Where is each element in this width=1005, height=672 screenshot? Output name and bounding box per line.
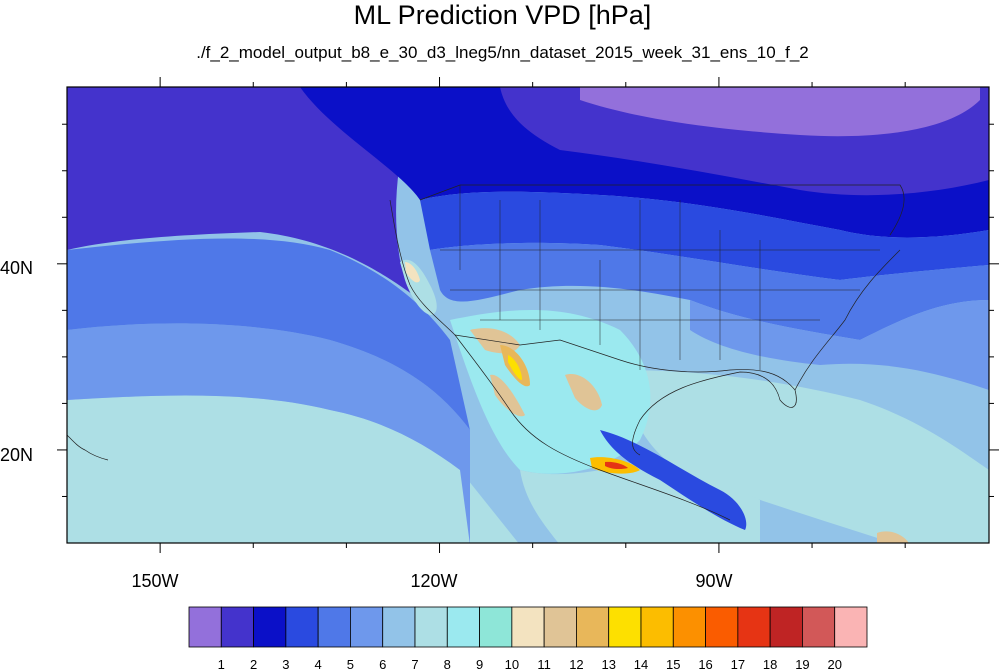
canada-border [419,184,905,236]
colorbar-label: 17 [730,657,746,672]
mexico-border [454,334,621,361]
colorbar-label: 15 [666,657,681,672]
vpd-sonora-peak [508,355,522,380]
colorbar-swatch [382,606,416,648]
vpd-level-8-gulf [620,370,989,543]
plot-title: ML Prediction VPD [hPa] [353,0,652,30]
vpd-california-hot [405,262,420,283]
vpd-level-5-us [430,242,989,340]
colorbar-swatch [285,606,319,648]
colorbar-swatch [253,606,287,648]
colorbar-swatch [640,606,674,648]
colorbar-swatch [737,606,771,648]
plot-subtitle: ./f_2_model_output_b8_e_30_d3_lneg5/nn_d… [196,43,809,62]
colorbar-swatch [414,606,448,648]
colorbar [188,606,868,648]
colorbar-label: 12 [569,657,584,672]
colorbar-label: 18 [762,657,778,672]
colorbar-swatch [608,606,642,648]
vpd-level-6 [67,323,470,543]
colorbar-swatch [350,606,384,648]
vpd-baja-hot-2 [490,374,525,417]
state-borders [440,185,880,370]
colorbar-label: 14 [633,657,649,672]
map-ticks [57,77,999,553]
gulf-coastline [619,359,797,456]
colorbar-label: 10 [504,657,520,672]
colorbar-label: 11 [537,657,551,672]
vpd-level-8-ocean [67,395,519,543]
colorbar-swatch [672,606,706,648]
vpd-chihuahua-hot [565,374,602,411]
colorbar-label: 7 [411,657,419,672]
colorbar-swatch [220,606,254,648]
colorbar-label: 4 [314,657,322,672]
colorbar-swatch [511,606,545,648]
vpd-map [57,77,999,553]
colorbar-label: 16 [698,657,713,672]
colorbar-label: 5 [346,657,355,672]
colorbar-label: 1 [217,657,225,672]
vpd-central-mexico-peak [605,461,628,470]
lon-label-90w: 90W [695,571,733,591]
hawaii-islands [67,434,109,461]
colorbar-swatch [834,606,868,648]
colorbar-swatch [188,606,222,648]
colorbar-swatch [576,606,610,648]
colorbar-label: 6 [379,657,387,672]
vpd-level-1 [580,87,980,137]
colorbar-swatch [769,606,803,648]
lat-label-40n: 40N [0,258,34,278]
colorbar-label: 9 [475,657,484,672]
vpd-level-4 [420,191,989,280]
colorbar-label: 19 [795,657,810,672]
vpd-level-2-pacific [67,87,420,300]
coastlines-and-borders [67,184,905,521]
colorbar-swatch [446,606,480,648]
colorbar-swatch [543,606,577,648]
colorbar-swatch [705,606,739,648]
colorbar-label: 8 [443,657,451,672]
lat-label-20n: 20N [0,445,34,465]
colorbar-label: 3 [282,657,290,672]
colorbar-label: 2 [249,657,258,672]
colorbar-swatch [317,606,351,648]
vpd-southeast-corner-hot [877,531,909,543]
lon-label-120w: 120W [410,571,458,591]
colorbar-swatch [802,606,836,648]
colorbar-label: 13 [601,657,616,672]
vpd-level-5 [67,238,470,430]
vpd-field [67,87,989,543]
colorbar-label: 20 [827,657,842,672]
lon-label-150w: 150W [131,571,179,591]
colorbar-swatch [479,606,513,648]
pacific-coastline [389,199,731,521]
atlantic-coastline [794,249,901,391]
vpd-level-6-east [690,300,989,390]
vpd-level-4-mexico [600,430,747,530]
map-frame [66,86,990,544]
